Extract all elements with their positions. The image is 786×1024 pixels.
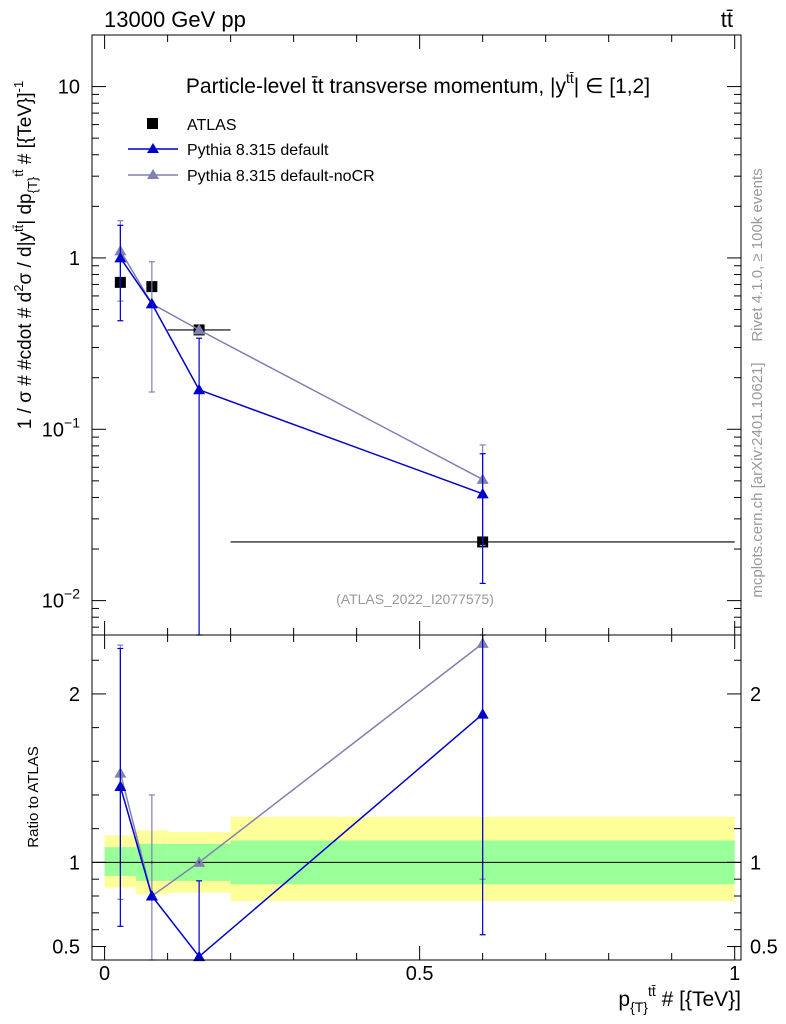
legend-marker-pythia-nocr xyxy=(147,169,159,179)
x-axis-label: p{T}tt̄ # [{TeV}] xyxy=(618,983,741,1015)
ratio-default-marker-1-2 xyxy=(193,950,206,962)
main-y-tick-base-2: 10 xyxy=(42,419,64,441)
chart-title-main: Particle-level t̄t transverse momentum, … xyxy=(186,75,567,98)
ylabel-part-d-sup: -1 xyxy=(11,81,26,93)
ylabel-part-c-sub: {T} xyxy=(25,176,40,193)
legend-marker-atlas xyxy=(147,118,158,129)
ylabel-part-b-sup: tt̄ xyxy=(11,224,26,232)
analysis-id: (ATLAS_2022_I2077575) xyxy=(336,591,494,607)
ratio-default-marker-1-1 xyxy=(145,890,158,901)
ylabel-part-c: | dp xyxy=(15,193,36,224)
xlabel-tail: # [{TeV}] xyxy=(656,988,741,1011)
ratio-y-tick-label-right-2: 0.5 xyxy=(750,937,778,959)
xlabel-sup: tt̄ xyxy=(648,983,656,999)
main-y-tick-exp-2: −1 xyxy=(64,414,80,430)
ylabel-part-b: σ / d|y xyxy=(15,231,36,284)
main-y-tick-label-2: 10−1 xyxy=(42,414,80,441)
x-tick-label-0: 0 xyxy=(99,963,110,985)
main-default-line-1 xyxy=(119,257,483,495)
main-y-tick-base-1: 1 xyxy=(69,248,80,270)
ratio-panel: 0 0.5 1 2 2 1 1 0.5 0.5 xyxy=(52,634,778,985)
chart-title: Particle-level t̄t transverse momentum, … xyxy=(186,70,650,98)
xlabel-main: p xyxy=(618,988,630,1011)
ratio-y-tick-label-right-0: 2 xyxy=(750,684,761,706)
ratio-default-marker-1-3 xyxy=(476,708,489,719)
rivet-version-label: Rivet 4.1.0, ≥ 100k events xyxy=(749,168,766,341)
main-default-marker-1-3 xyxy=(476,487,489,499)
ylabel-part-c-sup: tt̄ xyxy=(11,169,26,177)
legend-label-pythia-default: Pythia 8.315 default xyxy=(187,142,329,159)
x-tick-label-1: 0.5 xyxy=(406,963,434,985)
ratio-y-tick-label-0: 2 xyxy=(69,684,80,706)
ratio-frame xyxy=(91,634,742,961)
ratio-nocr-line-2 xyxy=(119,642,484,898)
legend-label-atlas: ATLAS xyxy=(187,117,237,134)
ylabel-part-d: # [{TeV}] xyxy=(15,92,36,169)
header-right: tt̄ xyxy=(721,7,733,32)
main-y-axis-label: 1 / σ # #cdot # d2σ / d|ytt̄| dp{T}tt̄ #… xyxy=(11,81,40,429)
main-nocr-line-2 xyxy=(119,250,484,481)
main-y-tick-exp-3: −2 xyxy=(64,586,80,602)
header-left: 13000 GeV pp xyxy=(104,7,246,32)
main-default-marker-1-2 xyxy=(193,383,206,395)
main-default-marker-1-1 xyxy=(145,297,158,309)
legend: ATLAS Pythia 8.315 default Pythia 8.315 … xyxy=(128,117,375,185)
main-y-tick-base-0: 10 xyxy=(58,77,80,99)
main-y-tick-label-3: 10−2 xyxy=(42,586,80,613)
main-y-tick-label-0: 10 xyxy=(58,77,80,99)
xlabel-sub: {T} xyxy=(630,999,648,1015)
legend-label-pythia-nocr: Pythia 8.315 default-noCR xyxy=(187,168,375,185)
ratio-y-tick-label-1: 1 xyxy=(69,852,80,874)
ratio-y-tick-label-right-1: 1 xyxy=(750,852,761,874)
main-nocr-marker-2-2 xyxy=(193,323,206,335)
ratio-default-line-1 xyxy=(119,713,484,958)
ratio-y-axis-label: Ratio to ATLAS xyxy=(25,746,42,847)
legend-marker-pythia-default xyxy=(147,143,159,153)
ratio-y-tick-label-2: 0.5 xyxy=(52,937,80,959)
main-y-tick-base-3: 10 xyxy=(42,591,64,613)
ylabel-part-a-sup: 2 xyxy=(11,285,26,292)
chart-title-sup: tt̄ xyxy=(566,70,574,86)
ylabel-part-a: 1 / σ # #cdot # d xyxy=(15,292,36,429)
x-tick-label-2: 1 xyxy=(729,963,740,985)
chart-title-tail: | ∈ [1,2] xyxy=(574,75,650,98)
ratio-default-marker-1-0 xyxy=(114,780,127,792)
mcplots-label: mcplots.cern.ch [arXiv:2401.10621] xyxy=(749,362,766,597)
main-y-tick-label-1: 1 xyxy=(69,248,80,270)
main-default-marker-1-0 xyxy=(114,251,127,263)
